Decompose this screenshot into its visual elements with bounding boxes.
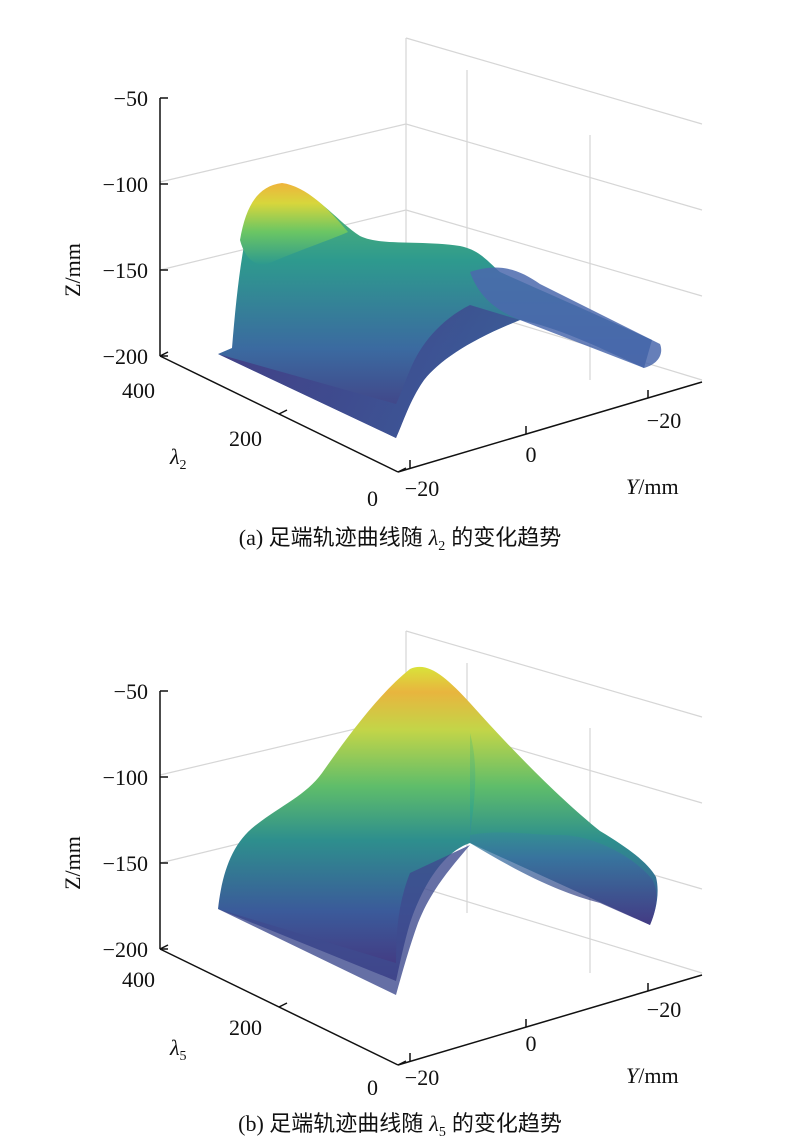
z-ticks-b: [160, 690, 168, 950]
chart-b-svg: −50 −100 −150 −200 Z/mm 400 200 0 λ5 −20…: [60, 630, 703, 1140]
caption-a-prefix: (a) 足端轨迹曲线随: [239, 525, 423, 550]
z-tick-b-3: −200: [103, 937, 148, 962]
z-tick-a-2: −150: [103, 258, 148, 283]
y-tick-a-2: −20: [647, 408, 681, 433]
surface-b-right: [470, 733, 657, 925]
lambda-tick-a-1: 200: [229, 426, 262, 451]
y-unit-a: /mm: [638, 474, 678, 499]
panel-a-surface-chart: −50 −100 −150 −200 Z/mm 400 200 0 λ2 −20…: [60, 37, 703, 554]
lambda-subscript-b: 5: [180, 1049, 187, 1064]
lambda-tick-b-1: 200: [229, 1015, 262, 1040]
surface-b: [218, 666, 658, 995]
y-axis-label-b: Y/mm: [626, 1063, 679, 1088]
lambda-ticks-b: [159, 944, 407, 1066]
caption-a-sym: λ: [428, 525, 439, 550]
z-tick-a-0: −50: [114, 86, 148, 111]
lambda-tick-b-2: 0: [367, 1075, 378, 1100]
y-tick-a-0: −20: [405, 476, 439, 501]
lambda-tick-a-0: 400: [122, 378, 155, 403]
caption-b-sub: 5: [439, 1125, 446, 1140]
lambda-axis-label-b: λ5: [169, 1035, 187, 1064]
lambda-ticks-a: [159, 351, 407, 473]
surface-b-front: [218, 845, 470, 995]
surface-a-back: [218, 184, 652, 438]
lambda-symbol-b: λ: [169, 1035, 180, 1060]
surface-a: [218, 183, 662, 438]
y-symbol-b: Y: [626, 1063, 641, 1088]
z-tick-a-3: −200: [103, 344, 148, 369]
z-tick-b-0: −50: [114, 679, 148, 704]
caption-a: (a) 足端轨迹曲线随 λ2 的变化趋势: [239, 525, 561, 554]
y-tick-b-1: 0: [526, 1031, 537, 1056]
caption-b: (b) 足端轨迹曲线随 λ5 的变化趋势: [238, 1111, 562, 1140]
y-ticks-a: [409, 390, 649, 468]
caption-b-prefix: (b) 足端轨迹曲线随: [238, 1111, 423, 1136]
y-tick-a-1: 0: [526, 442, 537, 467]
surface-a-peak: [240, 183, 348, 265]
z-ticks-a: [160, 97, 168, 357]
y-tick-b-0: −20: [405, 1065, 439, 1090]
caption-b-sym: λ: [428, 1111, 439, 1136]
lambda-tick-b-0: 400: [122, 967, 155, 992]
surface-a-front: [218, 305, 520, 438]
caption-a-suffix: 的变化趋势: [451, 525, 561, 550]
y-axis-label-a: Y/mm: [626, 474, 679, 499]
surface-b-main: [218, 666, 658, 981]
y-tick-b-2: −20: [647, 997, 681, 1022]
chart-a-svg: −50 −100 −150 −200 Z/mm 400 200 0 λ2 −20…: [60, 37, 703, 554]
z-tick-a-1: −100: [103, 172, 148, 197]
lambda-axis-label-a: λ2: [169, 444, 187, 473]
z-axis-label-b: Z/mm: [60, 836, 85, 890]
lambda-subscript-a: 2: [180, 458, 187, 473]
z-tick-b-2: −150: [103, 851, 148, 876]
panel-b-surface-chart: −50 −100 −150 −200 Z/mm 400 200 0 λ5 −20…: [0, 573, 800, 1146]
z-axis-label-a: Z/mm: [60, 243, 85, 297]
lambda-tick-a-2: 0: [367, 486, 378, 511]
caption-a-sub: 2: [438, 539, 445, 554]
caption-b-suffix: 的变化趋势: [452, 1111, 562, 1136]
y-unit-b: /mm: [638, 1063, 678, 1088]
surface-a-tube: [470, 267, 662, 368]
y-symbol-a: Y: [626, 474, 641, 499]
lambda-symbol-a: λ: [169, 444, 180, 469]
y-ticks-b: [409, 983, 649, 1061]
z-tick-b-1: −100: [103, 765, 148, 790]
